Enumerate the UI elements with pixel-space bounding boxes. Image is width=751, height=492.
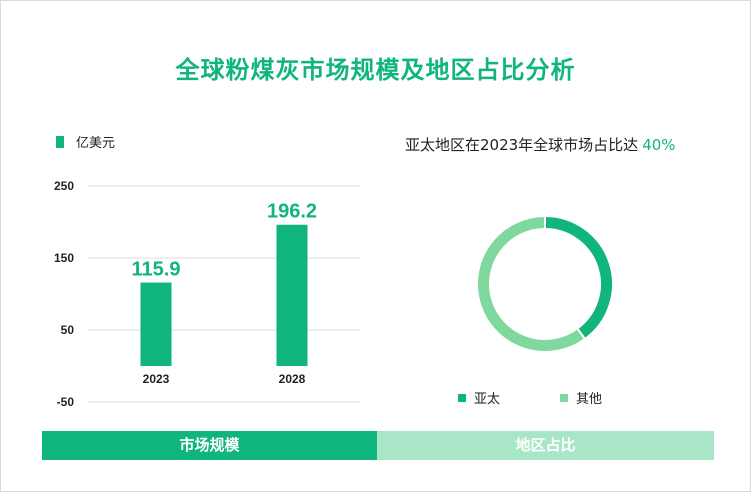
bar [140,282,172,366]
donut-header-text: 亚太地区在2023年全球市场占比达 [405,136,639,154]
bar-data-label: 115.9 [132,259,181,281]
y-tick-label: 50 [61,323,75,337]
bar-chart: 250 150 50 -50 115.9 2023 196.2 2028 [54,179,360,409]
donut-legend: 亚太 其他 [458,388,662,407]
bar-legend-swatch [56,135,64,148]
tab-region-share: 地区占比 [377,431,714,460]
donut-header: 亚太地区在2023年全球市场占比达 40% [405,134,676,155]
donut-slice-asia [544,214,614,341]
y-tick-label: -50 [57,395,75,409]
donut-legend-swatch-other [560,393,569,402]
donut-legend-swatch-asia [458,393,466,402]
bar-legend-label: 亿美元 [76,136,116,151]
donut-legend-item-asia: 亚太 [458,388,500,407]
bottom-tabs: 市场规模 地区占比 [42,431,714,460]
donut-legend-item-other: 其他 [560,388,602,407]
donut-legend-label-other: 其他 [576,392,603,407]
bar-legend: 亿美元 [56,132,115,151]
donut-legend-label-asia: 亚太 [474,392,501,407]
donut-slice-other [476,214,587,353]
donut-header-highlight: 40% [642,136,676,154]
donut-chart [476,214,614,353]
x-tick-label: 2028 [279,372,306,386]
page-title: 全球粉煤灰市场规模及地区占比分析 [175,56,576,84]
bar [276,224,308,366]
x-tick-label: 2023 [143,372,170,386]
tab-market-size: 市场规模 [42,431,377,460]
y-tick-label: 250 [54,179,74,193]
y-tick-label: 150 [54,251,74,265]
bar-data-label: 196.2 [267,201,317,223]
